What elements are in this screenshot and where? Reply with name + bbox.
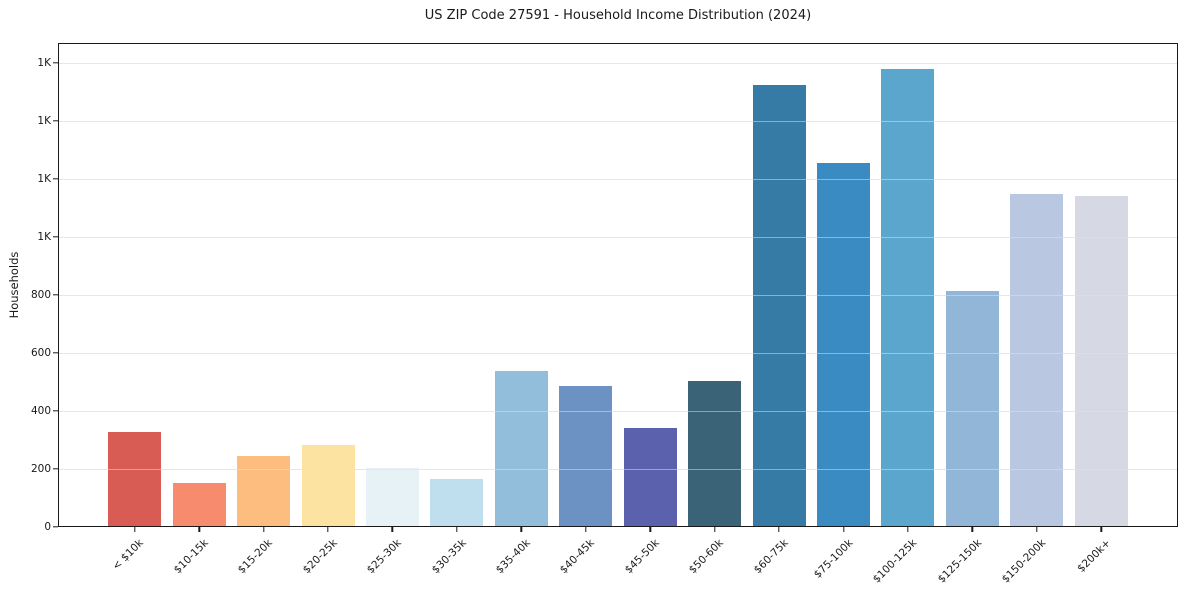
gridline-overlay bbox=[58, 120, 1178, 122]
gridline-overlay bbox=[58, 294, 1178, 296]
bar bbox=[688, 381, 742, 527]
x-tick-mark bbox=[1036, 527, 1038, 532]
y-tick-mark bbox=[53, 120, 58, 122]
x-tick-label: $100-125k bbox=[870, 537, 920, 586]
y-tick-mark bbox=[53, 352, 58, 354]
y-tick-mark bbox=[53, 410, 58, 412]
y-tick-mark bbox=[53, 236, 58, 238]
x-tick-mark bbox=[842, 527, 845, 532]
gridline-overlay bbox=[58, 236, 1178, 238]
x-tick-mark bbox=[133, 527, 136, 532]
bar bbox=[752, 84, 806, 527]
x-tick-label: $200k+ bbox=[1074, 537, 1113, 575]
x-tick-mark bbox=[520, 527, 523, 532]
y-tick-label: 600 bbox=[30, 346, 51, 359]
y-tick-mark bbox=[53, 62, 58, 64]
y-tick-mark bbox=[53, 178, 58, 180]
x-tick-mark bbox=[327, 527, 329, 532]
y-tick-label: 0 bbox=[44, 521, 51, 533]
x-tick-label: $60-75k bbox=[751, 537, 791, 577]
chart-title: US ZIP Code 27591 - Household Income Dis… bbox=[424, 8, 812, 23]
x-tick-mark bbox=[1100, 527, 1103, 532]
x-tick-mark bbox=[262, 527, 265, 532]
gridline-overlay bbox=[58, 352, 1178, 354]
y-tick-label: 1K bbox=[37, 56, 51, 69]
bar bbox=[108, 432, 162, 527]
x-tick-label: $15-20k bbox=[235, 537, 276, 577]
y-tick-label: 1K bbox=[37, 172, 51, 185]
x-tick-mark bbox=[198, 527, 200, 532]
x-tick-mark bbox=[649, 527, 651, 532]
bar bbox=[430, 479, 484, 527]
gridline-overlay bbox=[58, 410, 1178, 412]
x-tick-mark bbox=[391, 527, 394, 532]
x-tick-label: $75-100k bbox=[811, 537, 856, 581]
x-tick-mark bbox=[456, 527, 458, 532]
x-tick-label: $10-15k bbox=[171, 537, 211, 577]
x-tick-label: $45-50k bbox=[622, 537, 662, 577]
gridline-overlay bbox=[58, 62, 1178, 64]
y-tick-mark bbox=[53, 294, 58, 296]
bar bbox=[301, 444, 355, 527]
y-tick-mark bbox=[53, 526, 58, 528]
x-tick-mark bbox=[778, 527, 780, 532]
plot-area bbox=[58, 43, 1178, 527]
x-tick-label: $30-35k bbox=[429, 537, 469, 577]
bar bbox=[365, 468, 419, 527]
bar bbox=[494, 370, 548, 527]
bar bbox=[945, 290, 999, 527]
bar bbox=[623, 427, 677, 527]
y-tick-label: 1K bbox=[37, 230, 51, 243]
x-tick-mark bbox=[585, 527, 587, 532]
x-tick-mark bbox=[713, 527, 716, 532]
bar bbox=[817, 162, 871, 527]
gridline-overlay bbox=[58, 178, 1178, 180]
gridline-overlay bbox=[58, 468, 1178, 470]
y-tick-label: 200 bbox=[30, 462, 51, 475]
x-tick-label: < $10k bbox=[110, 537, 147, 573]
y-tick-label: 1K bbox=[37, 114, 51, 127]
x-tick-mark bbox=[971, 527, 974, 532]
x-tick-label: $35-40k bbox=[493, 537, 533, 577]
bar bbox=[172, 482, 226, 527]
x-tick-label: $40-45k bbox=[558, 537, 598, 577]
x-tick-label: $50-60k bbox=[687, 537, 727, 577]
bar bbox=[1074, 195, 1128, 527]
x-tick-label: $25-30k bbox=[364, 537, 404, 577]
bar bbox=[1010, 193, 1064, 527]
x-tick-mark bbox=[907, 527, 909, 532]
y-tick-mark bbox=[53, 468, 58, 470]
x-tick-label: $150-200k bbox=[999, 537, 1049, 586]
bar bbox=[559, 385, 613, 527]
x-tick-label: $125-150k bbox=[935, 537, 984, 586]
y-axis-title: Households bbox=[7, 251, 21, 319]
y-tick-label: 400 bbox=[30, 404, 51, 417]
x-tick-label: $20-25k bbox=[300, 537, 340, 577]
bar bbox=[237, 455, 291, 527]
bar bbox=[881, 68, 935, 527]
y-tick-label: 800 bbox=[30, 288, 51, 301]
